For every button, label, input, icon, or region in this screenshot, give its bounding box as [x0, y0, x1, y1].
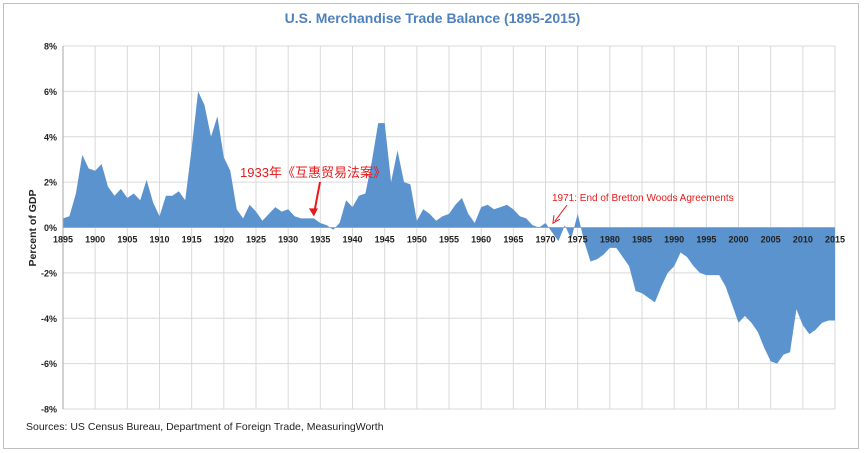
y-tick-label: -8%	[41, 405, 57, 415]
annotation-1971-arrow	[554, 204, 568, 222]
annotation-1971-arrowhead	[552, 215, 561, 225]
x-tick-label: 1990	[664, 235, 684, 245]
y-tick-label: 4%	[44, 132, 57, 142]
x-tick-label: 1955	[439, 235, 459, 245]
y-tick-label: -2%	[41, 268, 57, 278]
x-tick-label: 1930	[278, 235, 298, 245]
annotation-1933-label: 1933年《互惠贸易法案》	[240, 165, 386, 180]
x-tick-label: 1970	[535, 235, 555, 245]
x-tick-labels: 1895 1900 1905 1910 1915 1920 1925 1930 1935 1940…	[53, 235, 845, 245]
annotation-1933-arrowhead	[308, 208, 318, 217]
x-tick-label: 1985	[632, 235, 652, 245]
x-tick-label: 1910	[149, 235, 169, 245]
x-tick-label: 1905	[117, 235, 137, 245]
x-tick-label: 1935	[310, 235, 330, 245]
y-tick-label: 2%	[44, 178, 57, 188]
y-tick-label: -4%	[41, 314, 57, 324]
x-tick-label: 2015	[825, 235, 845, 245]
y-tick-label: -6%	[41, 359, 57, 369]
x-tick-label: 1940	[342, 235, 362, 245]
annotation-1971-label: 1971: End of Bretton Woods Agreements	[552, 193, 734, 204]
x-tick-label: 1975	[568, 235, 588, 245]
x-tick-label: 1950	[407, 235, 427, 245]
y-tick-label: 6%	[44, 87, 57, 97]
x-tick-label: 2010	[793, 235, 813, 245]
x-tick-label: 1945	[375, 235, 395, 245]
annotations: 1933年《互惠贸易法案》 1971: End of Bretton Woods …	[240, 165, 734, 225]
x-tick-label: 2000	[728, 235, 748, 245]
x-tick-label: 1965	[503, 235, 523, 245]
x-tick-label: 1900	[85, 235, 105, 245]
x-tick-label: 1920	[214, 235, 234, 245]
source-note: Sources: US Census Bureau, Department of…	[26, 421, 384, 433]
y-tick-labels: 8% 6% 4% 2% 0% -2% -4% -6% -8%	[41, 42, 57, 415]
y-axis-label: Percent of GDP	[27, 189, 39, 266]
y-tick-label: 0%	[44, 223, 57, 233]
x-tick-label: 1980	[600, 235, 620, 245]
x-tick-label: 1995	[696, 235, 716, 245]
y-tick-label: 8%	[44, 42, 57, 52]
axes	[62, 46, 835, 409]
x-tick-label: 1925	[246, 235, 266, 245]
x-tick-label: 1895	[53, 235, 73, 245]
x-tick-label: 1915	[182, 235, 202, 245]
x-tick-label: 2005	[761, 235, 781, 245]
x-tick-label: 1960	[471, 235, 491, 245]
chart-title: U.S. Merchandise Trade Balance (1895-201…	[284, 10, 581, 26]
